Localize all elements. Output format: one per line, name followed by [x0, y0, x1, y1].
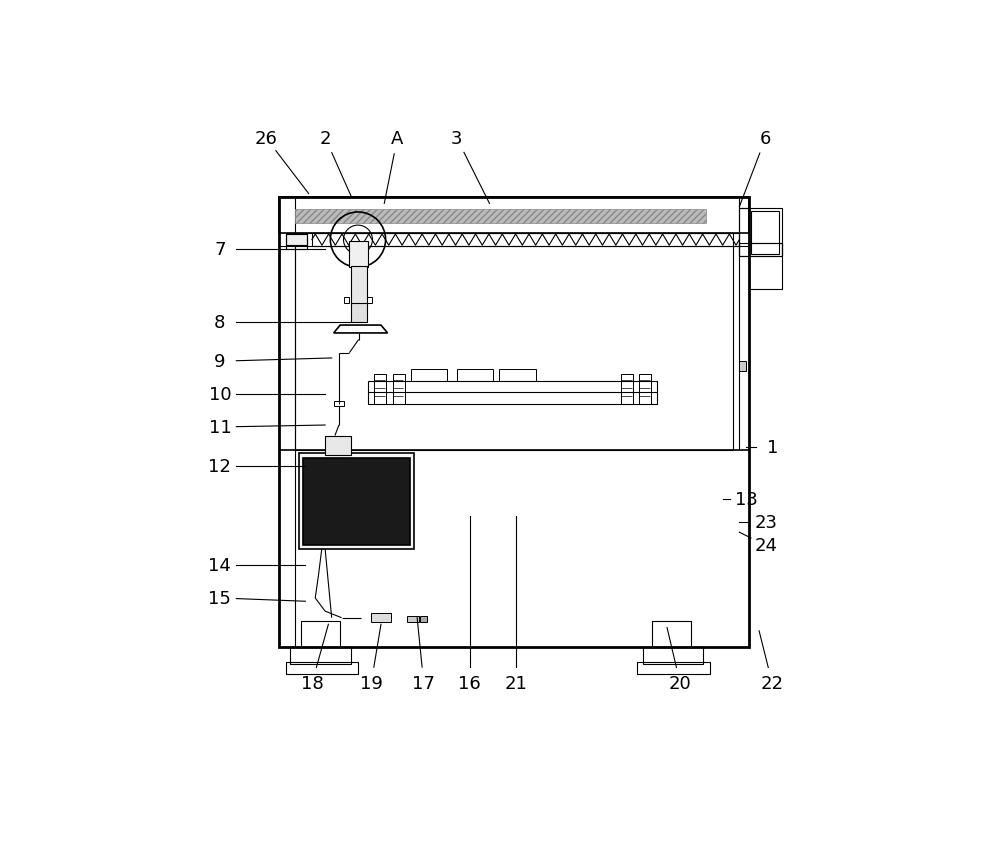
Bar	[739, 209, 749, 257]
Bar	[286, 662, 358, 674]
Bar	[303, 458, 410, 545]
Bar	[420, 616, 427, 623]
Text: 10: 10	[209, 386, 231, 403]
Bar	[295, 234, 733, 450]
Text: 24: 24	[754, 537, 777, 554]
Bar	[411, 369, 447, 381]
Bar	[279, 198, 749, 234]
Bar	[643, 647, 703, 664]
Bar	[407, 616, 419, 623]
Text: 26: 26	[254, 130, 277, 148]
Bar	[374, 375, 386, 404]
Text: 3: 3	[451, 130, 462, 148]
Bar	[349, 241, 368, 268]
Text: 13: 13	[735, 490, 757, 508]
Text: 12: 12	[208, 458, 231, 476]
Bar	[652, 621, 691, 647]
Bar	[279, 198, 749, 647]
Text: 17: 17	[412, 675, 435, 693]
Text: 16: 16	[458, 675, 481, 693]
Bar	[334, 401, 344, 407]
Bar	[499, 369, 536, 381]
Text: 6: 6	[760, 130, 771, 148]
Text: 21: 21	[504, 675, 527, 693]
Text: 23: 23	[754, 514, 777, 531]
Bar	[299, 454, 414, 549]
Bar	[367, 298, 372, 304]
Bar	[639, 375, 651, 404]
Text: 2: 2	[319, 130, 331, 148]
Text: 1: 1	[767, 438, 778, 456]
Bar	[739, 244, 782, 257]
Text: 11: 11	[209, 419, 231, 437]
Bar	[371, 613, 391, 623]
Bar	[368, 381, 657, 404]
Bar	[637, 662, 710, 674]
Bar	[286, 235, 307, 246]
Text: 14: 14	[208, 556, 231, 574]
Bar	[739, 362, 746, 372]
Bar	[351, 266, 367, 306]
Bar	[457, 369, 493, 381]
Bar	[295, 210, 706, 223]
Text: 18: 18	[301, 675, 323, 693]
Bar	[290, 647, 351, 664]
Bar	[286, 234, 307, 250]
Bar	[301, 621, 340, 647]
Bar	[351, 304, 367, 322]
Text: 8: 8	[214, 313, 226, 331]
Text: 15: 15	[208, 589, 231, 607]
Bar	[749, 244, 782, 289]
Bar	[393, 375, 405, 404]
Bar	[751, 212, 779, 255]
Text: 7: 7	[214, 241, 226, 259]
Text: 9: 9	[214, 353, 226, 371]
Text: 20: 20	[669, 675, 692, 693]
Bar	[325, 436, 351, 456]
Text: A: A	[391, 130, 404, 148]
Text: 19: 19	[360, 675, 383, 693]
Bar	[344, 298, 349, 304]
Bar	[621, 375, 633, 404]
Text: 22: 22	[761, 675, 784, 693]
